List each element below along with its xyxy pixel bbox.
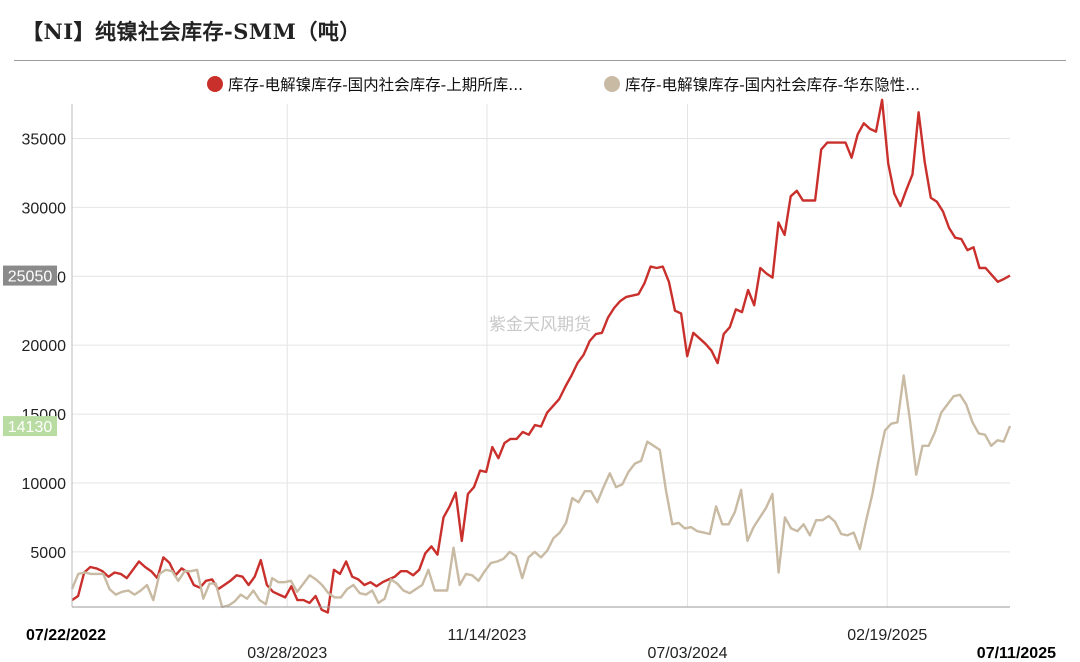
grid-lines: [72, 104, 1010, 607]
y-tick-label: 10000: [22, 476, 67, 493]
y-axis: 5000100001500020000250003000035000: [22, 131, 67, 561]
legend-marker: [604, 76, 620, 92]
title-divider: [14, 60, 1066, 61]
series-line: [71, 98, 1011, 614]
x-tick-label: 03/28/2023: [247, 645, 327, 662]
x-tick-label: 07/11/2025: [977, 645, 1056, 662]
last-value-badges: 25050 14130: [3, 265, 57, 437]
y-tick-label: 30000: [22, 200, 67, 217]
watermark-text: 紫金天风期货: [489, 315, 591, 335]
legend-label: 库存-电解镍库存-国内社会库存-华东隐性...: [625, 76, 920, 94]
chart-title: 【NI】纯镍社会库存-SMM（吨）: [22, 19, 361, 44]
series-lines: [70, 98, 1012, 614]
x-tick-label: 07/22/2022: [26, 627, 106, 644]
x-tick-label: 02/19/2025: [847, 627, 927, 644]
last-value-label: 25050: [8, 269, 53, 286]
last-value-badge: [3, 265, 57, 286]
legend-label: 库存-电解镍库存-国内社会库存-上期所库...: [228, 76, 523, 94]
y-tick-label: 20000: [22, 338, 67, 355]
y-tick-label: 35000: [22, 131, 67, 148]
line-chart: 库存-电解镍库存-国内社会库存-上期所库... 库存-电解镍库存-国内社会库存-华…: [3, 76, 1056, 662]
watermark: 紫金天风期货: [489, 315, 591, 335]
legend-marker: [207, 76, 223, 92]
x-tick-label: 11/14/2023: [448, 627, 527, 644]
legend: 库存-电解镍库存-国内社会库存-上期所库... 库存-电解镍库存-国内社会库存-华…: [207, 76, 920, 94]
x-tick-label: 07/03/2024: [647, 645, 727, 662]
last-value-label: 14130: [8, 419, 53, 436]
series-line: [70, 374, 1012, 609]
y-tick-label: 5000: [30, 545, 66, 562]
last-value-badge: [3, 416, 57, 437]
x-axis: 07/22/2022 03/28/2023 11/14/2023 07/03/2024…: [26, 104, 1056, 662]
